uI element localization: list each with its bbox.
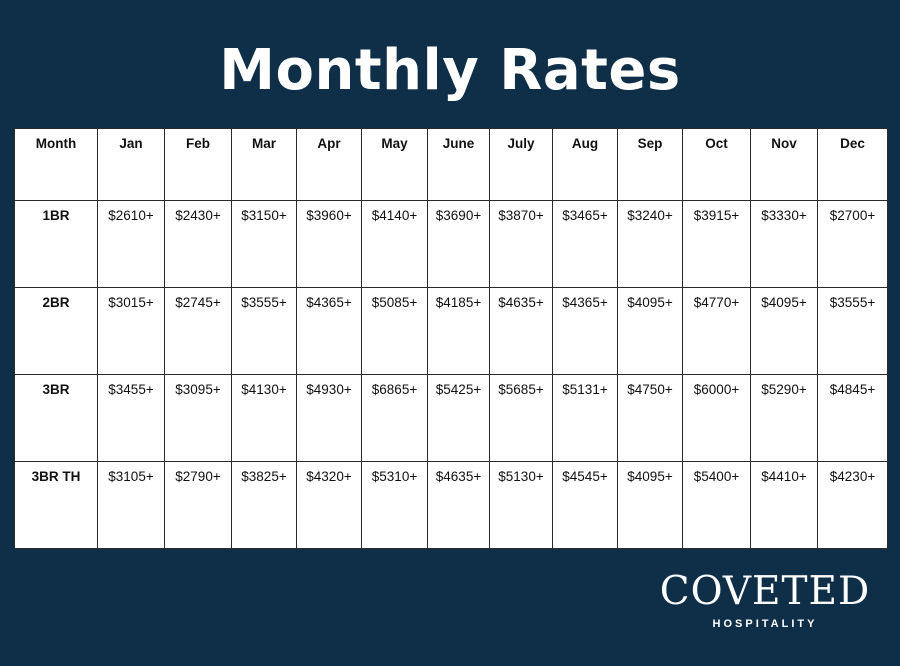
column-header-month: Month (14, 128, 98, 201)
rate-cell: $4770+ (682, 287, 751, 375)
column-header: Nov (750, 128, 818, 201)
rate-cell: $2430+ (164, 200, 232, 288)
rate-cell: $6865+ (361, 374, 428, 462)
rate-cell: $3105+ (97, 461, 165, 549)
rate-cell: $3825+ (231, 461, 297, 549)
table-header-row: Month Jan Feb Mar Apr May June July Aug … (14, 128, 888, 201)
rate-cell: $4365+ (552, 287, 618, 375)
rate-cell: $3455+ (97, 374, 165, 462)
table-row: 2BR $3015+ $2745+ $3555+ $4365+ $5085+ $… (14, 287, 888, 375)
rate-cell: $5685+ (489, 374, 553, 462)
rate-cell: $3095+ (164, 374, 232, 462)
rate-cell: $2610+ (97, 200, 165, 288)
rate-cell: $3555+ (817, 287, 888, 375)
rate-cell: $3465+ (552, 200, 618, 288)
rate-cell: $5131+ (552, 374, 618, 462)
rate-cell: $5425+ (427, 374, 490, 462)
column-header: Oct (682, 128, 751, 201)
rates-table: Month Jan Feb Mar Apr May June July Aug … (14, 128, 888, 549)
rate-cell: $2745+ (164, 287, 232, 375)
column-header: Jan (97, 128, 165, 201)
column-header: Aug (552, 128, 618, 201)
coveted-hospitality-logo: COVETED HOSPITALITY (650, 569, 880, 631)
column-header: Apr (296, 128, 362, 201)
rate-cell: $3240+ (617, 200, 683, 288)
column-header: Feb (164, 128, 232, 201)
column-header: July (489, 128, 553, 201)
rate-cell: $5310+ (361, 461, 428, 549)
rate-cell: $4845+ (817, 374, 888, 462)
rate-cell: $5085+ (361, 287, 428, 375)
column-header: Dec (817, 128, 888, 201)
rate-cell: $4635+ (427, 461, 490, 549)
rate-cell: $4635+ (489, 287, 553, 375)
rate-cell: $4095+ (617, 461, 683, 549)
rate-cell: $4095+ (750, 287, 818, 375)
rate-cell: $2790+ (164, 461, 232, 549)
page-title: Monthly Rates (219, 38, 681, 103)
logo-tagline: HOSPITALITY (712, 618, 818, 630)
row-label: 3BR (14, 374, 98, 462)
rate-cell: $6000+ (682, 374, 751, 462)
rate-cell: $4230+ (817, 461, 888, 549)
rate-cell: $3330+ (750, 200, 818, 288)
table-row: 1BR $2610+ $2430+ $3150+ $3960+ $4140+ $… (14, 200, 888, 288)
row-label: 3BR TH (14, 461, 98, 549)
rate-cell: $3915+ (682, 200, 751, 288)
rate-cell: $4130+ (231, 374, 297, 462)
logo-wordmark: COVETED (659, 569, 871, 614)
rate-cell: $4410+ (750, 461, 818, 549)
rate-cell: $2700+ (817, 200, 888, 288)
row-label: 1BR (14, 200, 98, 288)
rate-cell: $3870+ (489, 200, 553, 288)
rate-cell: $4140+ (361, 200, 428, 288)
column-header: June (427, 128, 490, 201)
rate-cell: $5290+ (750, 374, 818, 462)
table-row: 3BR TH $3105+ $2790+ $3825+ $4320+ $5310… (14, 461, 888, 549)
rate-cell: $4545+ (552, 461, 618, 549)
rate-cell: $3015+ (97, 287, 165, 375)
rate-cell: $3150+ (231, 200, 297, 288)
column-header: Mar (231, 128, 297, 201)
rate-cell: $3555+ (231, 287, 297, 375)
rate-cell: $4095+ (617, 287, 683, 375)
rate-cell: $3960+ (296, 200, 362, 288)
rate-cell: $4320+ (296, 461, 362, 549)
column-header: Sep (617, 128, 683, 201)
rate-cell: $3690+ (427, 200, 490, 288)
table-row: 3BR $3455+ $3095+ $4130+ $4930+ $6865+ $… (14, 374, 888, 462)
rate-cell: $4365+ (296, 287, 362, 375)
rate-cell: $5400+ (682, 461, 751, 549)
rate-cell: $4930+ (296, 374, 362, 462)
rate-cell: $4750+ (617, 374, 683, 462)
rate-cell: $5130+ (489, 461, 553, 549)
rate-cell: $4185+ (427, 287, 490, 375)
row-label: 2BR (14, 287, 98, 375)
column-header: May (361, 128, 428, 201)
